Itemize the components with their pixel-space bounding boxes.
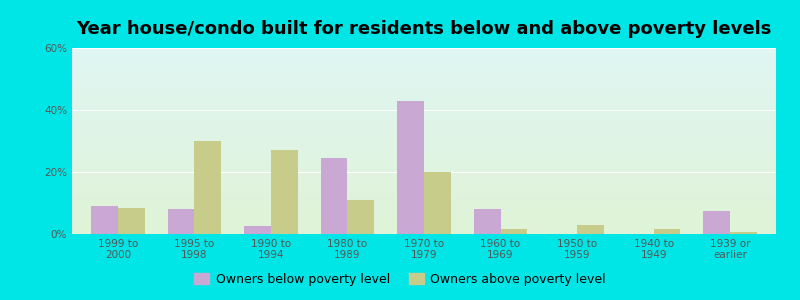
Bar	[501, 229, 527, 234]
Bar	[168, 209, 194, 234]
Bar	[244, 226, 271, 234]
Bar	[194, 141, 222, 234]
Bar	[347, 200, 374, 234]
Title: Year house/condo built for residents below and above poverty levels: Year house/condo built for residents bel…	[76, 20, 772, 38]
Bar	[474, 209, 501, 234]
Bar	[577, 225, 604, 234]
Bar	[271, 150, 298, 234]
Bar	[398, 101, 424, 234]
Bar	[321, 158, 347, 234]
Bar	[703, 211, 730, 234]
Bar	[654, 229, 680, 234]
Bar	[91, 206, 118, 234]
Bar	[730, 232, 757, 234]
Legend: Owners below poverty level, Owners above poverty level: Owners below poverty level, Owners above…	[190, 268, 610, 291]
Bar	[118, 208, 145, 234]
Bar	[424, 172, 450, 234]
